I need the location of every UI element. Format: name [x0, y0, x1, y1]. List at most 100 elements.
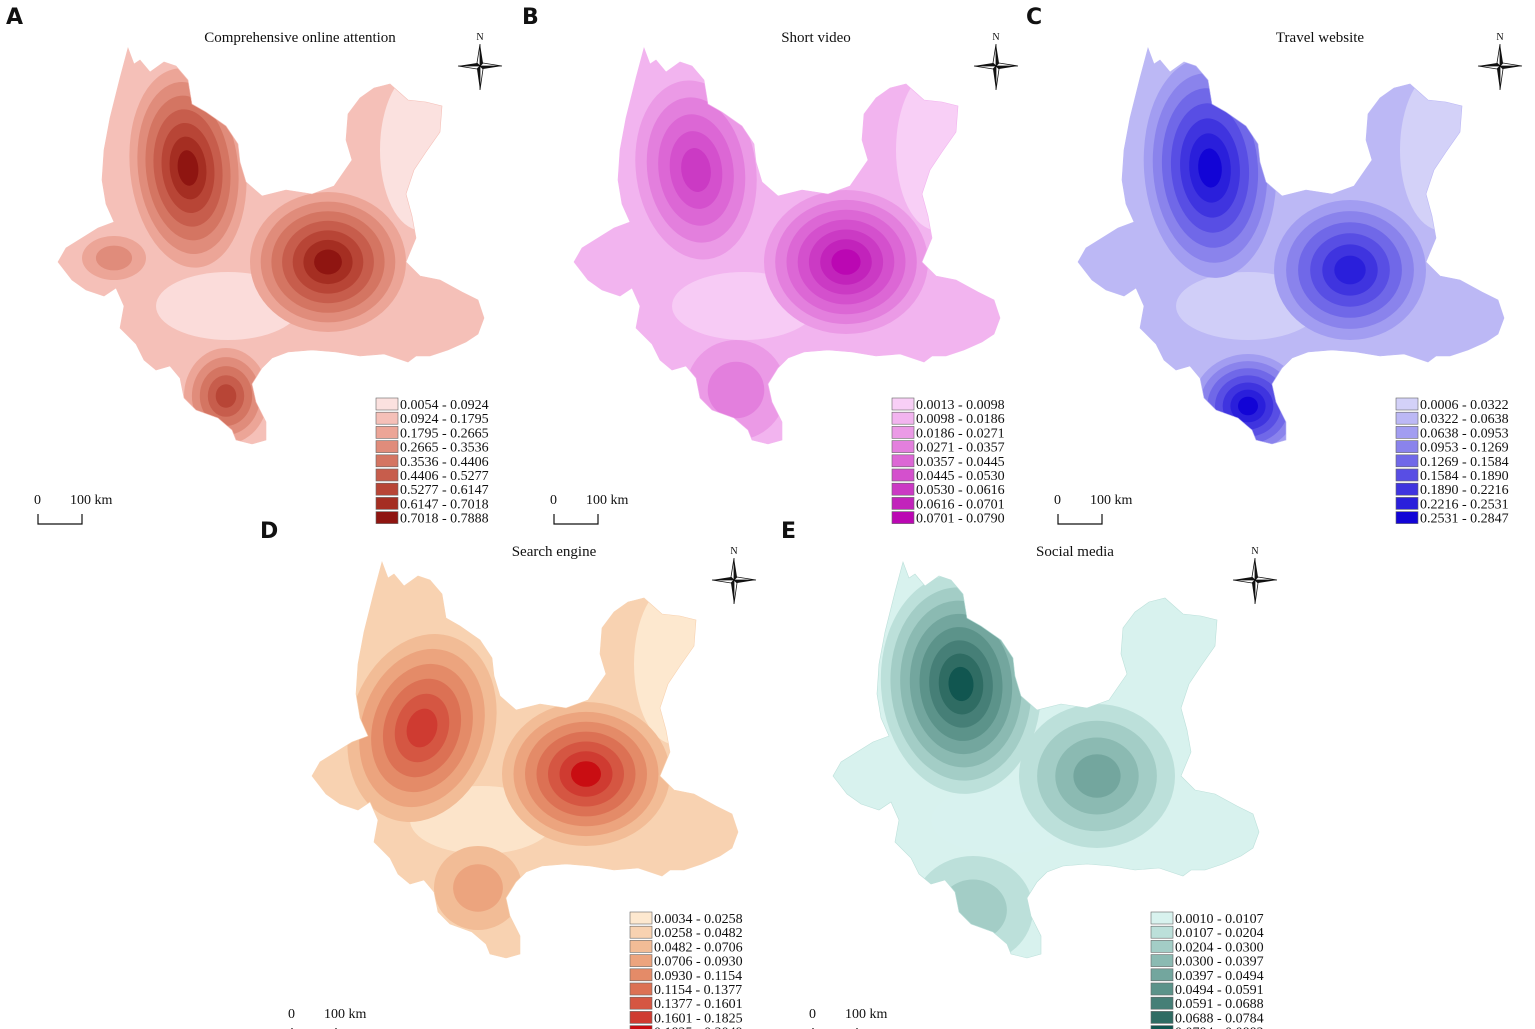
legend-swatch	[629, 954, 653, 967]
legend-label: 0.0098 - 0.0186	[916, 412, 1005, 427]
north-label: N	[1496, 32, 1503, 43]
legend-label: 0.0006 - 0.0322	[1420, 398, 1509, 413]
choropleth-map	[312, 562, 738, 958]
legend-label: 0.0010 - 0.0107	[1175, 912, 1264, 927]
low-value-zone	[896, 70, 976, 230]
north-arrow-icon: N	[973, 32, 1019, 91]
legend-swatch	[1150, 1011, 1174, 1024]
legend-label: 0.2216 - 0.2531	[1420, 497, 1509, 512]
province-outline	[573, 47, 1001, 445]
legend-label: 0.0204 - 0.0300	[1175, 940, 1264, 955]
legend-label: 0.5277 - 0.6147	[400, 483, 489, 498]
scale-zero-label: 0	[809, 1007, 816, 1022]
north-arrow-icon: N	[1477, 32, 1523, 91]
scale-bar: 0 100 km	[1054, 493, 1133, 525]
legend-swatch	[1395, 440, 1419, 453]
legend-swatch	[375, 511, 399, 524]
low-value-zone	[1400, 70, 1480, 230]
scale-distance-label: 100 km	[70, 493, 113, 508]
north-label: N	[992, 32, 999, 43]
scale-distance-label: 100 km	[1090, 493, 1133, 508]
panel-letter: A	[6, 5, 23, 30]
legend-label: 0.0013 - 0.0098	[916, 398, 1005, 413]
scale-distance-label: 100 km	[845, 1007, 888, 1022]
contour-band	[95, 245, 133, 271]
panel-letter: D	[260, 519, 278, 544]
legend-swatch	[1150, 925, 1174, 939]
low-value-zone	[1155, 584, 1235, 744]
legend-swatch	[1150, 996, 1174, 1010]
legend-label: 0.1890 - 0.2216	[1420, 483, 1509, 498]
legend-swatch	[1150, 1025, 1174, 1029]
scale-bar: 0 100 km	[550, 493, 629, 525]
contour-band	[406, 708, 438, 748]
panel-title: Search engine	[512, 544, 597, 560]
panel-title: Social media	[1036, 544, 1114, 560]
legend-swatch	[629, 968, 653, 982]
panel-letter: C	[1026, 5, 1042, 30]
legend-swatch	[375, 411, 399, 425]
contour-band	[1238, 396, 1258, 416]
contour-band	[215, 384, 237, 408]
contour-band	[831, 249, 861, 275]
legend-label: 0.0930 - 0.1154	[654, 969, 742, 984]
legend-label: 0.0530 - 0.0616	[916, 483, 1005, 498]
legend-swatch	[891, 511, 915, 524]
scale-zero-label: 0	[550, 493, 557, 508]
legend-swatch	[1395, 511, 1419, 524]
contour-band	[314, 249, 342, 275]
choropleth-map	[1078, 48, 1504, 444]
legend-swatch	[375, 426, 399, 439]
legend-swatch	[891, 482, 915, 496]
legend-label: 0.0706 - 0.0930	[654, 955, 743, 970]
legend-label: 0.0054 - 0.0924	[400, 398, 489, 413]
legend-label: 0.1584 - 0.1890	[1420, 469, 1509, 484]
scale-distance-label: 100 km	[586, 493, 629, 508]
legend-label: 0.0924 - 0.1795	[400, 412, 489, 427]
legend-label: 0.2665 - 0.3536	[400, 441, 489, 456]
north-label: N	[476, 32, 483, 43]
legend-swatch	[629, 996, 653, 1010]
legend-label: 0.0688 - 0.0784	[1175, 1011, 1264, 1026]
legend-swatch	[375, 497, 399, 510]
legend-label: 0.1601 - 0.1825	[654, 1011, 743, 1026]
legend-label: 0.6147 - 0.7018	[400, 497, 489, 512]
legend-label: 0.1795 - 0.2665	[400, 426, 489, 441]
legend-swatch	[375, 468, 399, 482]
legend-swatch	[1150, 911, 1174, 925]
legend-label: 0.0271 - 0.0357	[916, 441, 1005, 456]
legend-swatch	[375, 482, 399, 496]
legend-swatch	[891, 440, 915, 453]
province-outline	[311, 561, 739, 959]
scale-bar: 0 100 km	[34, 493, 113, 525]
legend-swatch	[1395, 468, 1419, 482]
contour-band	[453, 864, 503, 912]
legend-label: 0.0784 - 0.0882	[1175, 1026, 1264, 1029]
legend-swatch	[1150, 982, 1174, 996]
panel-letter: E	[781, 519, 796, 544]
legend-label: 0.1377 - 0.1601	[654, 997, 743, 1012]
legend-label: 0.7018 - 0.7888	[400, 512, 489, 527]
north-arrow-icon: N	[457, 32, 503, 91]
contour-band	[681, 148, 711, 192]
contour-band	[1198, 148, 1222, 188]
scale-distance-label: 100 km	[324, 1007, 367, 1022]
legend-swatch	[1150, 954, 1174, 967]
panel-letter: B	[522, 5, 539, 30]
low-value-zone	[380, 70, 460, 230]
panel-title: Travel website	[1276, 30, 1365, 46]
scale-zero-label: 0	[288, 1007, 295, 1022]
legend-swatch	[891, 497, 915, 510]
contour-band	[939, 879, 1007, 941]
legend-swatch	[1395, 426, 1419, 439]
legend-swatch	[629, 940, 653, 953]
map-panel-a: A Comprehensive online attention N 0.0054 -…	[6, 5, 503, 527]
legend-label: 0.1825 - 0.2049	[654, 1026, 743, 1029]
legend-label: 0.0186 - 0.0271	[916, 426, 1005, 441]
contour-band	[707, 361, 765, 419]
